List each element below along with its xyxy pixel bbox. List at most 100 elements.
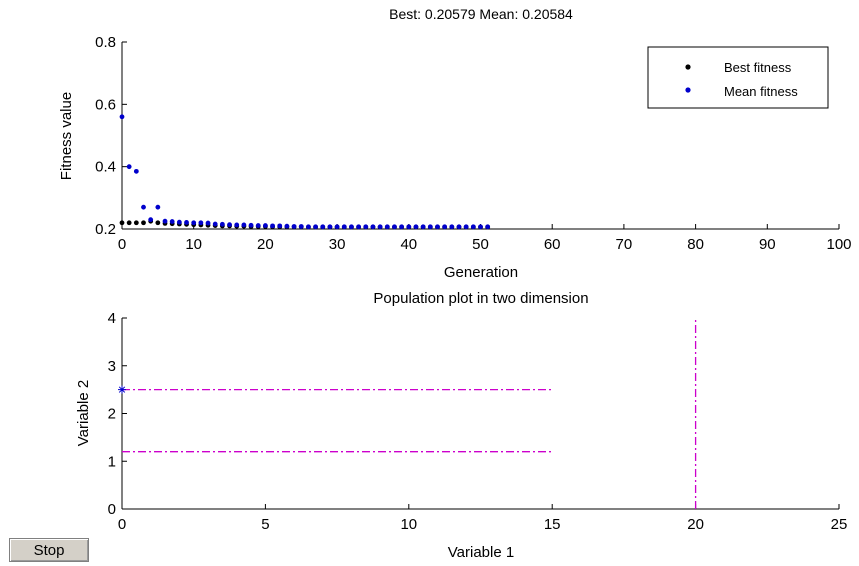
mean-fitness-point [470, 224, 476, 230]
mean-fitness-point [320, 224, 326, 230]
fitness-plot: 0 10 20 30 40 50 60 70 80 90 100 0.2 0.4 0.6 0.8 Best:… [58, 6, 852, 281]
mean-fitness-point [126, 164, 132, 170]
mean-fitness-point [449, 224, 455, 230]
mean-fitness-point [341, 224, 347, 230]
fitness-x-label: Generation [444, 264, 518, 281]
mean-fitness-point [277, 223, 283, 229]
mean-fitness-point [284, 223, 290, 229]
mean-fitness-point [349, 224, 354, 230]
mean-fitness-point [313, 224, 318, 230]
legend-box [647, 46, 829, 109]
best-fitness-point [133, 220, 139, 226]
mean-fitness-point [363, 224, 369, 230]
mean-fitness-point [334, 224, 340, 230]
fitness-x-tick-label: 50 [472, 236, 489, 253]
mean-fitness-point [370, 224, 376, 230]
fitness-plot-title: Best: 0.20579 Mean: 0.20584 [389, 6, 573, 22]
population-y-label: Variable 2 [75, 380, 92, 446]
mean-fitness-point [191, 220, 197, 226]
mean-fitness-point [384, 224, 390, 230]
mean-fitness-point [169, 219, 175, 224]
mean-fitness-point [399, 224, 405, 230]
fitness-y-label: Fitness value [58, 92, 75, 180]
mean-fitness-point [456, 224, 462, 230]
fitness-x-tick-label: 10 [185, 236, 202, 253]
population-x-tick-label: 10 [400, 516, 417, 533]
mean-fitness-point [306, 224, 311, 230]
mean-fitness-point [442, 224, 448, 230]
mean-fitness-point [219, 221, 225, 227]
mean-fitness-point [413, 224, 419, 230]
population-y-tick-label: 3 [108, 358, 116, 375]
population-plot: 0 5 10 15 20 25 0 1 2 3 4 Population plot in two d… [75, 290, 847, 561]
mean-fitness-point [205, 220, 211, 226]
stop-button[interactable]: Stop [9, 538, 89, 562]
mean-fitness-point [133, 168, 139, 174]
fitness-x-tick-label: 0 [118, 236, 126, 253]
mean-fitness-point [234, 222, 240, 228]
fitness-y-tick-label: 0.4 [95, 159, 116, 176]
mean-fitness-point [298, 224, 304, 229]
population-y-tick-label: 4 [108, 310, 116, 327]
fitness-y-tick-label: 0.6 [95, 96, 116, 113]
mean-fitness-point [435, 224, 440, 230]
best-fitness-point [155, 220, 161, 226]
mean-fitness-point [420, 224, 426, 230]
legend-marker-mean [685, 87, 691, 93]
mean-fitness-point [162, 218, 168, 224]
mean-fitness-point [327, 224, 333, 230]
best-fitness-point [119, 220, 125, 226]
mean-fitness-point [427, 224, 433, 230]
mean-fitness-point [119, 114, 125, 120]
fitness-x-tick-label: 90 [759, 236, 776, 253]
fitness-y-tick-label: 0.2 [95, 221, 116, 238]
mean-fitness-point [198, 220, 204, 226]
mean-fitness-point [263, 223, 268, 228]
population-x-tick-label: 5 [261, 516, 269, 533]
best-fitness-point [126, 220, 132, 226]
mean-fitness-point [255, 223, 261, 228]
mean-fitness-point [176, 219, 182, 225]
population-y-tick-label: 0 [108, 501, 116, 518]
mean-fitness-point [291, 224, 297, 229]
mean-fitness-point [392, 224, 397, 230]
population-x-tick-label: 15 [544, 516, 561, 533]
fitness-x-tick-label: 40 [400, 236, 417, 253]
mean-fitness-point [270, 223, 275, 229]
fitness-x-tick-label: 80 [687, 236, 704, 253]
fitness-x-tick-label: 60 [544, 236, 561, 253]
population-x-tick-label: 25 [831, 516, 848, 533]
fitness-x-tick-label: 20 [257, 236, 274, 253]
fitness-x-tick-label: 70 [616, 236, 633, 253]
fitness-y-tick-label: 0.8 [95, 34, 116, 51]
population-x-label: Variable 1 [448, 544, 514, 561]
fitness-x-tick-label: 100 [826, 236, 851, 253]
population-x-tick-label: 20 [687, 516, 704, 533]
mean-fitness-point [227, 222, 232, 228]
mean-fitness-point [485, 224, 491, 230]
mean-fitness-point [212, 221, 218, 227]
fitness-x-tick-label: 30 [329, 236, 346, 253]
population-y-tick-label: 1 [108, 453, 116, 470]
mean-fitness-point [478, 224, 483, 230]
fitness-legend: Best fitness Mean fitness [647, 46, 829, 109]
legend-label-best: Best fitness [724, 60, 792, 75]
mean-fitness-point [356, 224, 362, 230]
mean-fitness-point [184, 220, 189, 225]
mean-fitness-point [155, 204, 161, 210]
mean-fitness-point [406, 224, 412, 230]
population-point [118, 385, 126, 394]
population-y-tick-label: 2 [108, 406, 116, 423]
mean-fitness-point [463, 224, 469, 230]
mean-fitness-point [377, 224, 383, 230]
best-fitness-point [141, 220, 146, 226]
legend-marker-best [685, 64, 691, 70]
population-plot-title: Population plot in two dimension [373, 290, 588, 307]
mean-fitness-point [248, 222, 254, 228]
mean-fitness-point [241, 222, 247, 228]
legend-label-mean: Mean fitness [724, 84, 798, 99]
mean-fitness-point [148, 217, 154, 223]
population-x-tick-label: 0 [118, 516, 126, 533]
mean-fitness-point [141, 204, 146, 210]
